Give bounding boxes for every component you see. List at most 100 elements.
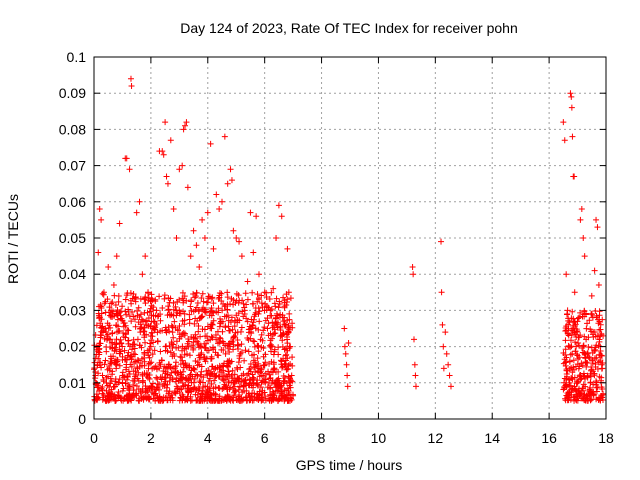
- data-point: [125, 349, 132, 356]
- data-point: [569, 328, 576, 335]
- y-axis-label: ROTI / TECUs: [5, 194, 21, 284]
- data-point: [98, 216, 105, 223]
- data-point: [583, 336, 590, 343]
- y-tick-label: 0.04: [59, 266, 86, 282]
- data-point: [241, 357, 248, 364]
- data-point: [107, 336, 114, 343]
- data-point: [234, 337, 241, 344]
- data-point: [218, 369, 225, 376]
- data-point: [275, 202, 282, 209]
- data-point: [567, 337, 574, 344]
- x-tick-label: 12: [428, 430, 444, 446]
- data-point: [198, 363, 205, 370]
- data-point: [221, 133, 228, 140]
- data-point: [438, 289, 445, 296]
- data-point: [438, 238, 445, 245]
- data-point: [588, 292, 595, 299]
- data-point: [201, 344, 208, 351]
- data-point: [150, 318, 157, 325]
- data-point: [187, 253, 194, 260]
- data-point: [563, 375, 570, 382]
- data-point: [193, 290, 200, 297]
- data-point: [202, 345, 209, 352]
- data-point: [281, 387, 288, 394]
- data-point: [230, 335, 237, 342]
- data-point: [257, 384, 264, 391]
- data-point: [130, 368, 137, 375]
- data-point: [199, 397, 206, 404]
- data-point: [150, 313, 157, 320]
- data-point: [565, 376, 572, 383]
- data-point: [179, 162, 186, 169]
- data-point: [163, 329, 170, 336]
- data-point: [103, 333, 110, 340]
- data-point: [206, 375, 213, 382]
- data-point: [238, 372, 245, 379]
- data-point: [106, 304, 113, 311]
- data-point: [597, 352, 604, 359]
- data-point: [102, 325, 109, 332]
- data-point: [262, 359, 269, 366]
- data-point: [207, 336, 214, 343]
- data-point: [157, 374, 164, 381]
- data-point: [286, 316, 293, 323]
- data-point: [591, 355, 598, 362]
- data-point: [252, 361, 259, 368]
- data-point: [216, 206, 223, 213]
- data-point: [226, 357, 233, 364]
- data-point: [232, 387, 239, 394]
- data-point: [245, 329, 252, 336]
- data-point: [260, 353, 267, 360]
- data-point: [263, 289, 270, 296]
- data-point: [197, 333, 204, 340]
- data-point: [181, 351, 188, 358]
- data-point: [103, 348, 110, 355]
- data-point: [97, 359, 104, 366]
- data-point: [115, 379, 122, 386]
- data-point: [287, 361, 294, 368]
- data-point: [140, 328, 147, 335]
- data-point: [235, 359, 242, 366]
- data-point: [599, 316, 606, 323]
- data-point: [231, 323, 238, 330]
- data-point: [212, 331, 219, 338]
- data-point: [149, 389, 156, 396]
- data-point: [118, 340, 125, 347]
- data-point: [592, 333, 599, 340]
- data-point: [129, 346, 136, 353]
- data-point: [281, 299, 288, 306]
- data-point: [580, 395, 587, 402]
- data-point: [244, 278, 251, 285]
- data-point: [250, 300, 257, 307]
- data-point: [261, 389, 268, 396]
- data-point: [127, 290, 134, 297]
- x-tick-label: 10: [371, 430, 387, 446]
- data-point: [255, 326, 262, 333]
- data-point: [205, 293, 212, 300]
- data-point: [591, 267, 598, 274]
- data-point: [585, 354, 592, 361]
- data-point: [410, 271, 417, 278]
- data-point: [147, 298, 154, 305]
- data-point: [262, 317, 269, 324]
- data-point: [116, 309, 123, 316]
- data-point: [278, 213, 285, 220]
- data-point: [278, 382, 285, 389]
- data-point: [143, 389, 150, 396]
- data-point: [173, 235, 180, 241]
- data-point: [163, 173, 170, 180]
- data-point: [216, 334, 223, 341]
- data-point: [135, 304, 142, 311]
- data-point: [269, 343, 276, 350]
- data-point: [585, 344, 592, 351]
- data-point: [181, 293, 188, 300]
- data-point: [101, 361, 108, 368]
- data-point: [190, 346, 197, 353]
- data-point: [256, 308, 263, 315]
- data-point: [154, 338, 161, 345]
- data-point: [599, 365, 606, 372]
- data-point: [188, 379, 195, 386]
- data-point: [227, 384, 234, 391]
- data-point: [145, 365, 152, 372]
- data-point: [568, 364, 575, 371]
